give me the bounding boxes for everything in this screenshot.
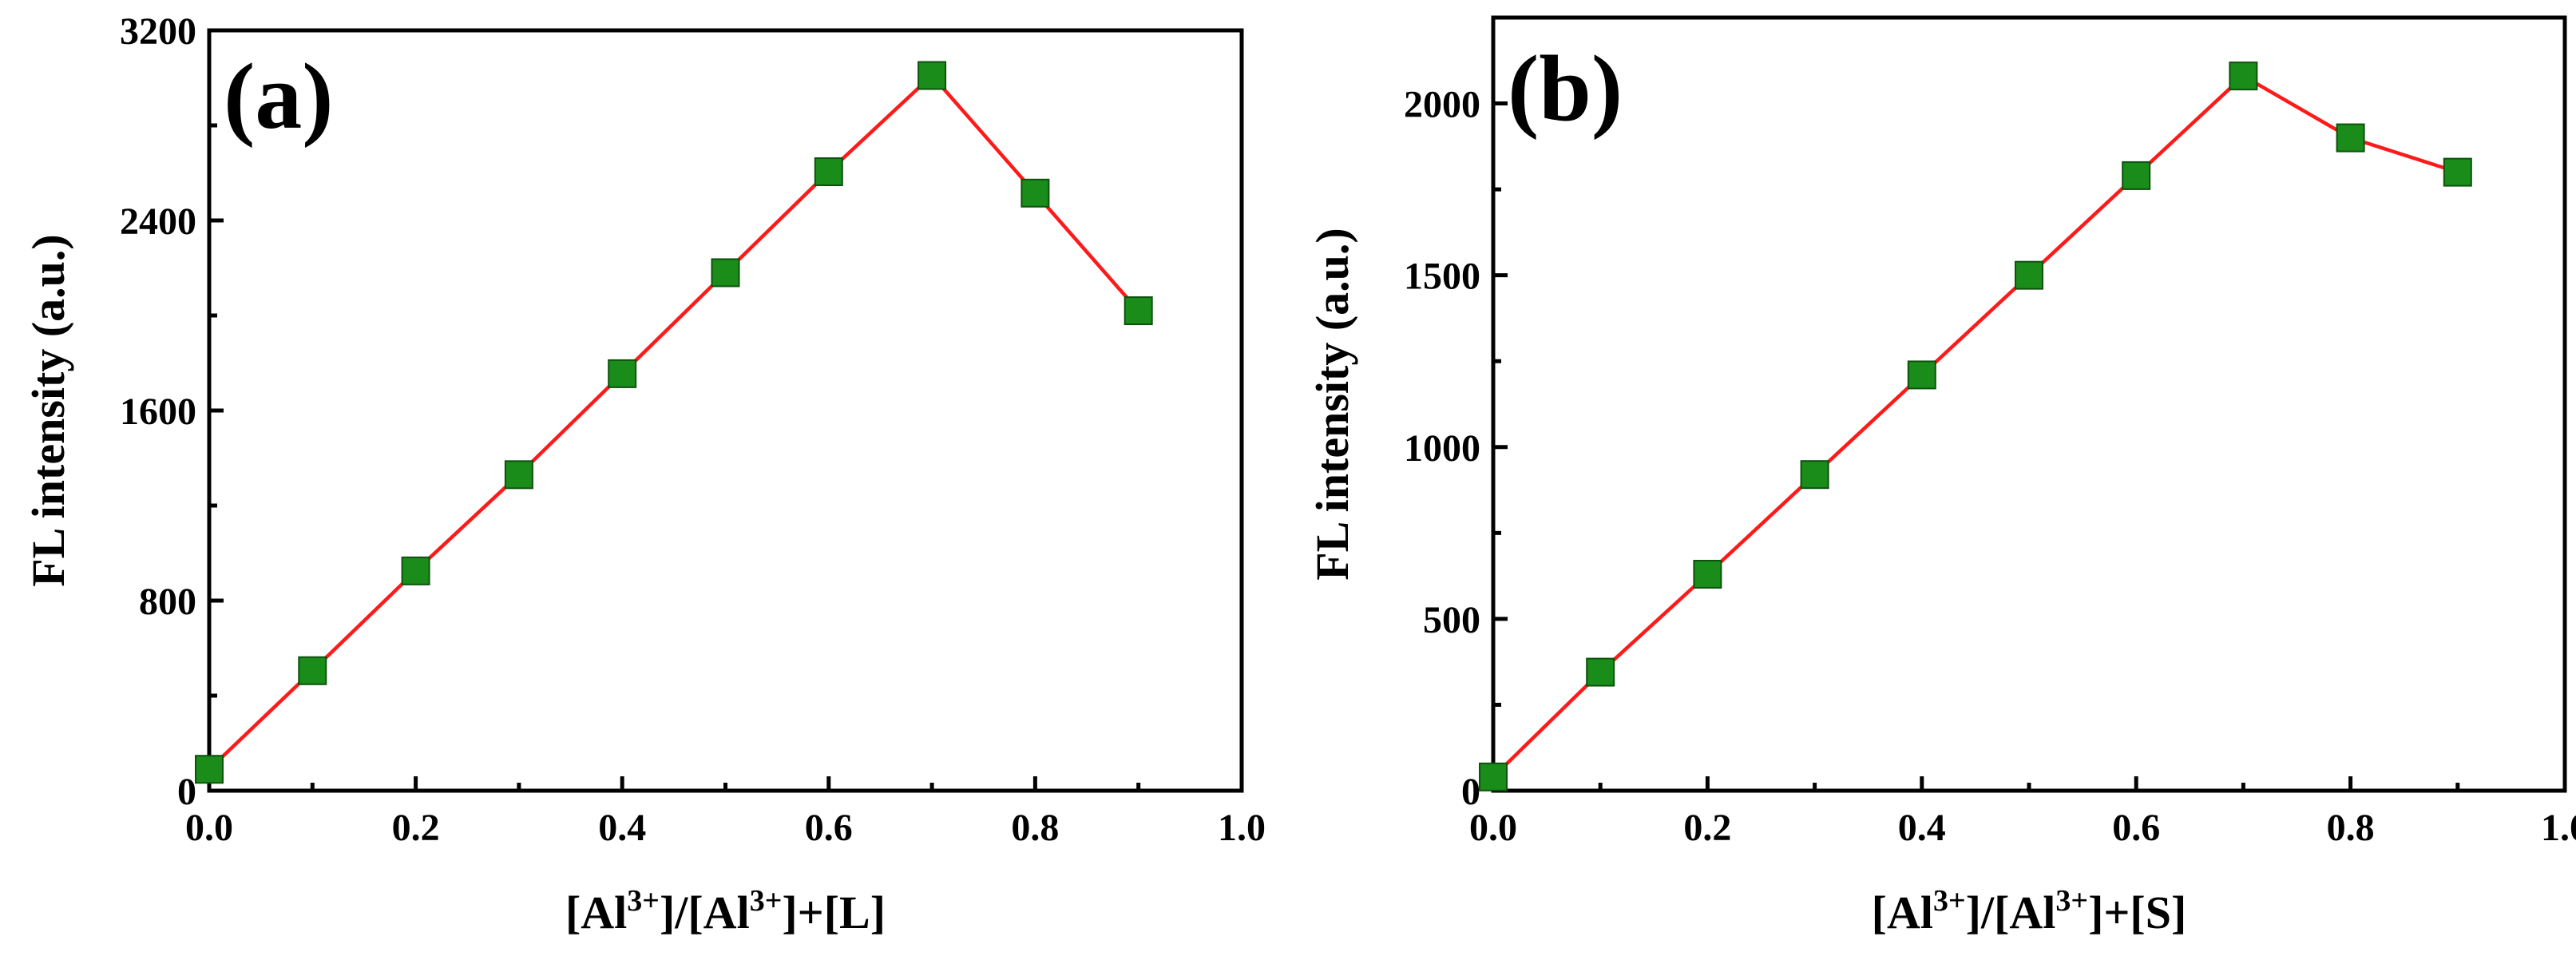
data-point <box>2229 61 2258 91</box>
data-point <box>711 258 740 288</box>
data-point <box>1479 762 1508 791</box>
x-axis-title: [Al3+]/[Al3+]+[L] <box>565 884 886 938</box>
x-tick-label: 1.0 <box>1218 807 1266 849</box>
data-point <box>1907 360 1936 390</box>
x-tick-label: 0.6 <box>805 807 853 849</box>
panel-label: (b) <box>1508 36 1623 141</box>
plot-frame <box>207 28 1244 793</box>
y-tick-label: 1600 <box>120 391 196 433</box>
data-point <box>2015 260 2043 290</box>
x-axis-title-part: ]+[L] <box>782 887 886 938</box>
x-axis-title-superscript: 3+ <box>750 884 783 918</box>
x-tick-label: 1.0 <box>2541 807 2576 849</box>
x-axis-title-part: ]+[S] <box>2088 887 2186 938</box>
x-axis-title: [Al3+]/[Al3+]+[S] <box>1872 884 2187 938</box>
data-point <box>2122 161 2151 190</box>
panel-label: (a) <box>224 44 334 149</box>
x-tick-label: 0.2 <box>1683 807 1731 849</box>
data-point <box>1124 296 1153 326</box>
data-point <box>298 656 327 685</box>
x-tick-label: 0.4 <box>598 807 646 849</box>
data-point <box>1586 657 1615 687</box>
x-tick-label: 0.8 <box>1011 807 1059 849</box>
data-point <box>1020 178 1050 208</box>
x-axis-title-superscript: 3+ <box>627 884 660 918</box>
y-tick-label: 500 <box>1423 599 1480 641</box>
data-point <box>608 359 637 388</box>
x-tick-label: 0.0 <box>185 807 233 849</box>
y-tick-label: 0 <box>1461 771 1480 813</box>
x-tick-label: 0.0 <box>1469 807 1517 849</box>
series-line <box>1492 73 2459 779</box>
plot-frame <box>1491 15 2567 793</box>
y-tick-label: 1000 <box>1404 427 1480 470</box>
y-tick-label: 0 <box>177 771 196 813</box>
x-axis-title-part: ]/[Al <box>1966 887 2056 938</box>
x-tick-label: 0.6 <box>2112 807 2160 849</box>
data-point <box>917 61 947 90</box>
y-axis-title: FL intensity (a.u.) <box>1306 228 1358 581</box>
y-tick-label: 1500 <box>1404 256 1480 298</box>
chart-panel-a: 0.0 0.2 0.4 0.6 0.8 1.0 0 800 1600 2400 3200 (a) FL … <box>22 10 1266 938</box>
x-axis-title-superscript: 3+ <box>1933 884 1966 918</box>
x-tick-label: 0.4 <box>1898 807 1946 849</box>
x-axis-title-superscript: 3+ <box>2055 884 2088 918</box>
y-tick-label: 2400 <box>120 200 196 243</box>
y-tick-label: 800 <box>139 581 196 623</box>
data-point <box>2336 123 2365 153</box>
data-point <box>2443 157 2472 187</box>
x-axis-title-part: [Al <box>1872 887 1933 938</box>
y-tick-label: 3200 <box>120 10 196 53</box>
data-point <box>1800 460 1829 490</box>
data-point <box>195 755 224 784</box>
y-tick-label: 2000 <box>1404 84 1480 126</box>
x-tick-label: 0.8 <box>2327 807 2375 849</box>
data-point <box>814 157 843 187</box>
x-axis-title-part: ]/[Al <box>660 887 750 938</box>
y-axis-title: FL intensity (a.u.) <box>22 234 74 587</box>
series-line <box>208 73 1140 771</box>
data-point <box>504 460 533 490</box>
chart-panel-b: 0.0 0.2 0.4 0.6 0.8 1.0 0 500 1000 1500 2000 (b) FL … <box>1306 15 2576 938</box>
x-tick-label: 0.2 <box>392 807 440 849</box>
data-point <box>401 556 430 585</box>
x-axis-title-part: [Al <box>565 887 627 938</box>
data-point <box>1693 559 1722 589</box>
